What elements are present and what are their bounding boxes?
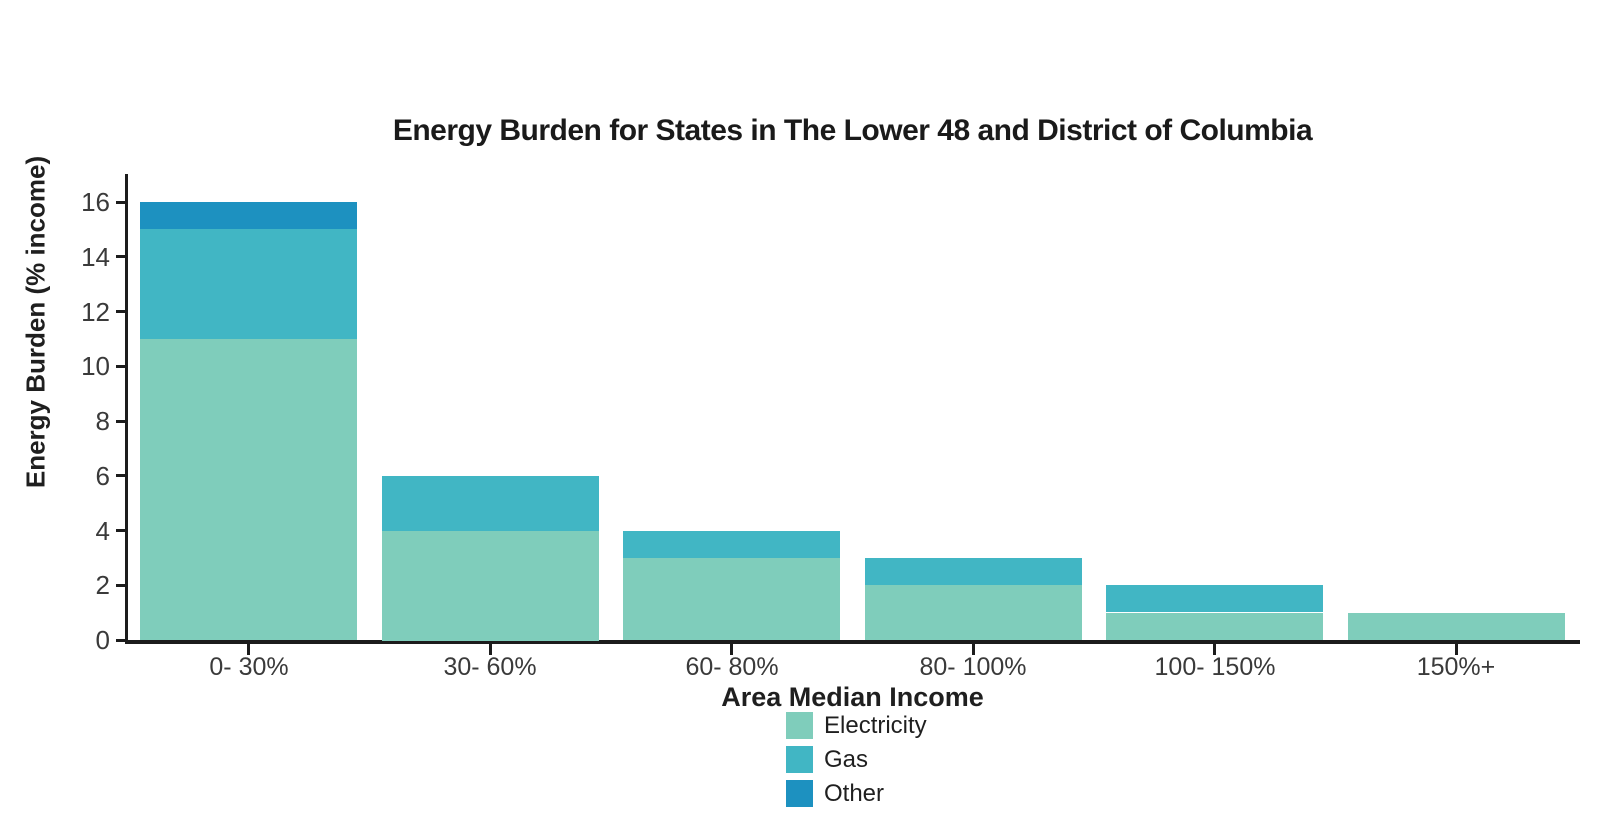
x-axis-tick [972, 644, 975, 655]
legend: Electricity Gas Other [786, 712, 927, 814]
y-axis-tick [116, 529, 126, 532]
y-axis-tick [116, 474, 126, 478]
y-axis-tick [116, 638, 126, 642]
y-tick-label: 14 [81, 241, 110, 272]
x-axis-tick [489, 644, 492, 655]
x-tick-label: 0- 30% [209, 653, 289, 681]
bar-segment-other [140, 202, 357, 229]
y-tick-label: 2 [95, 570, 110, 601]
bar-segment-gas [382, 476, 599, 531]
legend-item-other: Other [786, 780, 927, 807]
y-axis-tick [116, 583, 126, 587]
x-tick-label: 60- 80% [685, 653, 779, 681]
legend-swatch-electricity [786, 712, 813, 739]
bar-segment-electricity [865, 585, 1082, 640]
y-axis-tick [116, 419, 126, 423]
y-tick-label: 8 [95, 406, 110, 436]
bar-segment-gas [865, 558, 1082, 585]
y-tick-label: 10 [81, 351, 110, 382]
bar-segment-electricity [140, 339, 357, 640]
legend-swatch-gas [786, 746, 813, 773]
x-tick-label: 30- 60% [443, 653, 537, 681]
legend-label: Gas [824, 746, 869, 773]
y-tick-label: 0 [95, 625, 110, 655]
x-axis-tick [1213, 644, 1216, 655]
x-tick-label: 100- 150% [1154, 653, 1276, 681]
legend-swatch-other [786, 780, 813, 807]
y-axis-tick [116, 364, 126, 368]
y-axis-title: Energy Burden (% income) [20, 155, 51, 489]
bar-segment-electricity [623, 558, 840, 640]
bar-segment-electricity [1106, 613, 1323, 640]
bar-segment-gas [1106, 585, 1323, 612]
y-tick-label: 4 [95, 515, 110, 546]
y-axis-tick [116, 310, 126, 313]
bar-segment-gas [623, 531, 840, 558]
y-axis-line [125, 174, 128, 644]
legend-item-electricity: Electricity [786, 712, 927, 739]
legend-label: Other [824, 780, 885, 807]
y-axis-tick [116, 200, 126, 204]
y-tick-label: 12 [81, 296, 110, 327]
bar-segment-gas [140, 229, 357, 339]
y-tick-label: 16 [81, 187, 110, 217]
x-axis-tick [1455, 644, 1458, 655]
x-tick-label: 80- 100% [919, 653, 1027, 681]
x-tick-label: 150%+ [1416, 653, 1496, 681]
x-axis-tick [730, 644, 733, 655]
bar-segment-electricity [1348, 613, 1565, 640]
y-tick-label: 6 [95, 460, 110, 491]
y-axis-tick [116, 255, 126, 259]
legend-label: Electricity [824, 712, 927, 739]
chart-title: Energy Burden for States in The Lower 48… [392, 114, 1313, 147]
bar-segment-electricity [382, 531, 599, 641]
x-axis-line [125, 640, 1580, 644]
legend-item-gas: Gas [786, 746, 927, 773]
x-axis-tick [247, 644, 250, 655]
x-axis-title: Area Median Income [721, 682, 984, 712]
